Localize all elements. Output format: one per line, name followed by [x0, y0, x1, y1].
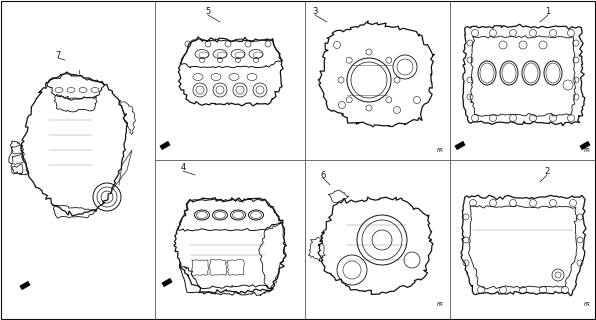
Text: FR: FR	[584, 302, 591, 307]
Text: FR: FR	[437, 148, 444, 153]
FancyBboxPatch shape	[162, 278, 173, 287]
Text: 2: 2	[544, 167, 550, 177]
Text: 7: 7	[55, 51, 61, 60]
Text: 3: 3	[312, 7, 318, 17]
Text: 1: 1	[545, 7, 551, 17]
FancyBboxPatch shape	[159, 141, 170, 150]
Text: 4: 4	[181, 164, 185, 172]
Text: 6: 6	[320, 171, 325, 180]
Text: 5: 5	[206, 7, 210, 17]
FancyBboxPatch shape	[20, 281, 30, 290]
Text: FR: FR	[437, 302, 444, 307]
FancyBboxPatch shape	[454, 141, 465, 150]
FancyBboxPatch shape	[579, 141, 591, 150]
Text: FR: FR	[584, 148, 591, 153]
